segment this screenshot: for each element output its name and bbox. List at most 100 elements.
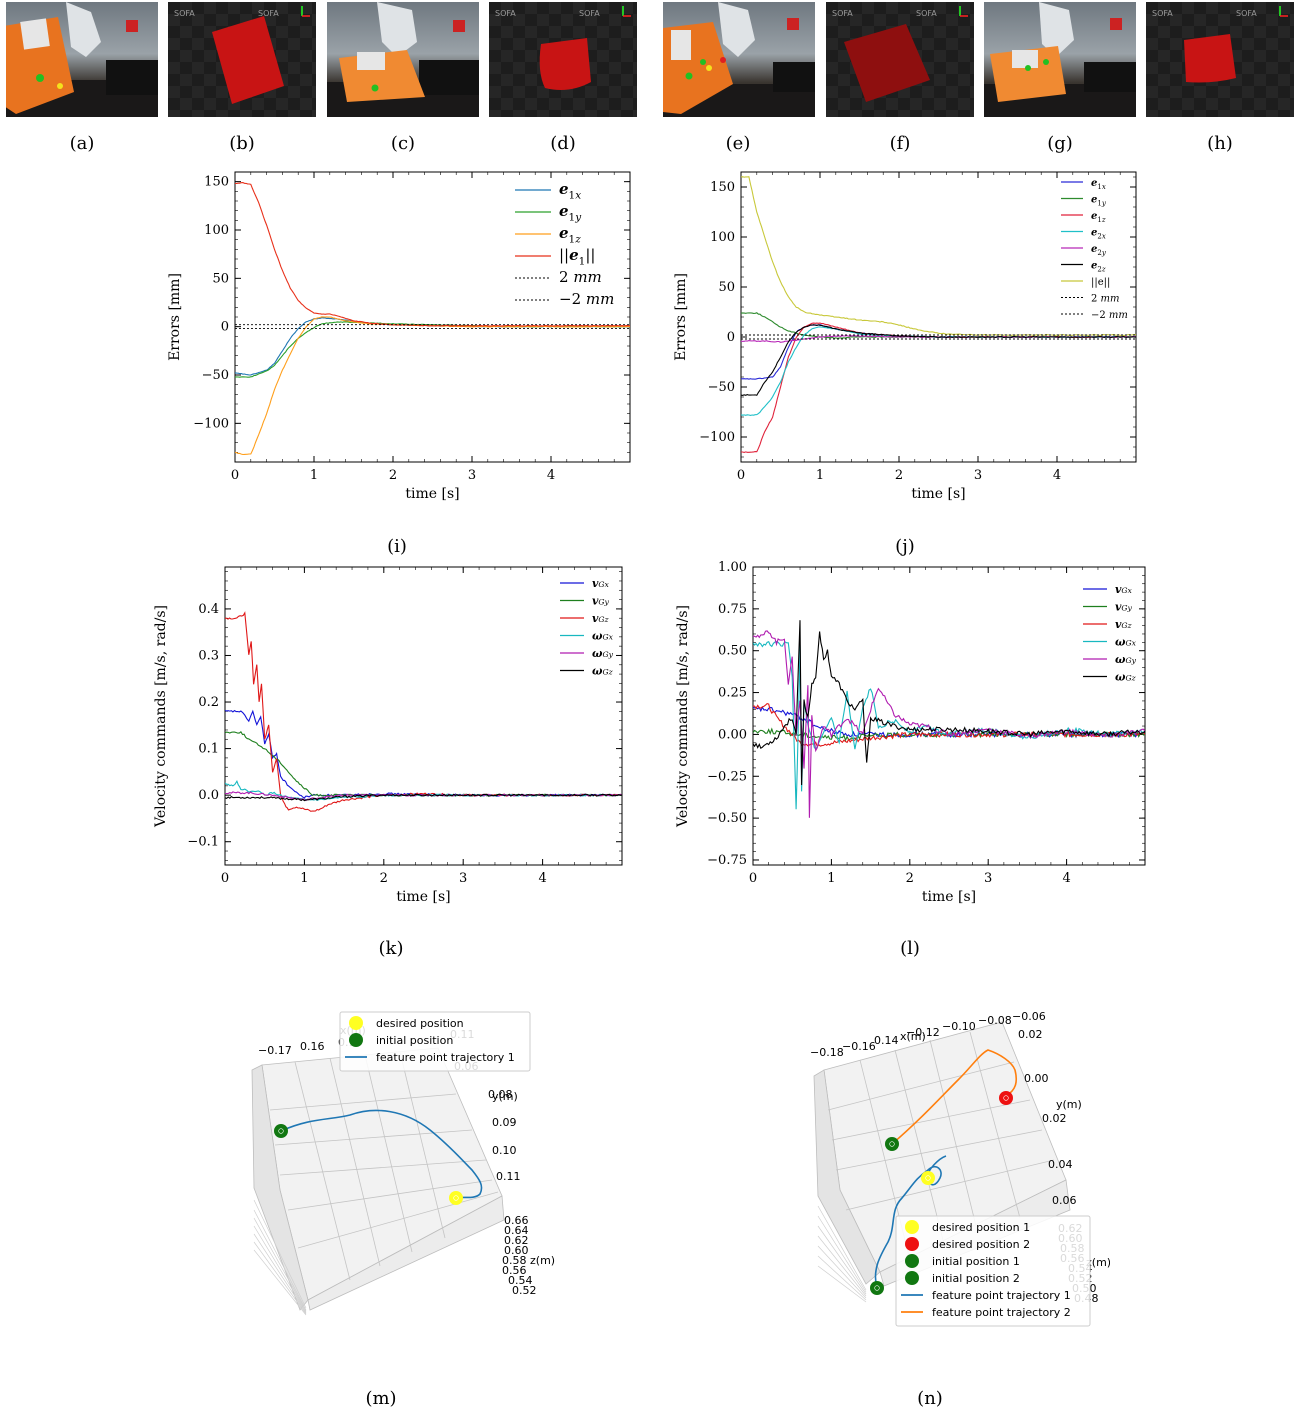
legend-label: desired position 2 (932, 1238, 1030, 1251)
y-tick-label: 0 (727, 330, 735, 345)
x-tick-label: 4 (547, 468, 555, 483)
y-axis-label: y(m) (1056, 1098, 1082, 1111)
z-tick-label: 0.60 (504, 1244, 529, 1257)
legend: vGx vGy vGz ωGx ωGy ωGz (560, 577, 614, 678)
x-tick-label: −0.16 (842, 1040, 876, 1053)
position-marker (885, 1137, 899, 1151)
position-marker (274, 1124, 288, 1138)
error-chart-j: 0 1 2 3 4 −100 −50 0 50 100 150 time [s] Errors [mm]… (673, 171, 1137, 502)
x-tick-label: 0 (737, 468, 745, 483)
series-line-norm_e (741, 176, 1136, 336)
y-tick-label: 100 (204, 223, 229, 238)
legend-label: initial position 2 (932, 1272, 1020, 1285)
x-tick-label: 4 (1062, 871, 1070, 886)
series-group (225, 611, 622, 812)
position-marker-center (1003, 1095, 1009, 1101)
series-group (741, 176, 1136, 453)
photo-sim-h: SOFA SOFA (1146, 2, 1294, 117)
svg-text:SOFA: SOFA (916, 9, 937, 18)
grid-line (253, 1225, 307, 1313)
z-tick-label: 0.52 (512, 1284, 537, 1297)
sim-cloth-scene: SOFA SOFA (832, 6, 968, 102)
legend-label: ωGy (1115, 653, 1137, 666)
grid-line (894, 1049, 946, 1249)
legend-label: ωGz (1115, 671, 1137, 684)
grid-line (399, 1051, 446, 1239)
x-tick-label: 1 (310, 468, 318, 483)
photo-sim-b: SOFA SOFA (168, 2, 316, 117)
y-tick-label: 0.1 (198, 742, 219, 757)
x-axis-label: time [s] (922, 889, 976, 905)
position-marker (870, 1281, 884, 1295)
axes3d: x(m)y(m)z(m)−0.170.160.150.110.060.080.0… (251, 1024, 555, 1316)
position-marker-center (925, 1175, 931, 1181)
legend-box (895, 1215, 1091, 1327)
legend-marker (349, 1033, 363, 1047)
pane-front (307, 1195, 505, 1311)
position-marker-center (278, 1128, 284, 1134)
x-tick-label: 4 (1053, 468, 1061, 483)
legend-label: ωGy (592, 647, 614, 660)
photo-real-e (663, 2, 815, 117)
x-tick-label: −0.10 (942, 1020, 976, 1033)
legend-label: vGx (592, 577, 610, 590)
grid-line (269, 1093, 457, 1111)
robot-cloth-scene (6, 2, 158, 117)
legend-label: vGz (1115, 618, 1133, 631)
grid-line (817, 1235, 867, 1297)
y-tick-label: 0.00 (718, 727, 747, 742)
svg-text:SOFA: SOFA (1236, 9, 1257, 18)
grid-line (253, 1209, 307, 1311)
y-tick-label: −50 (708, 380, 735, 395)
legend-marker (905, 1271, 919, 1285)
legend-label: vGx (1115, 583, 1133, 596)
y-tick-label: 0 (221, 320, 229, 335)
legend-label: initial position 1 (932, 1255, 1020, 1268)
series-line-e1z (235, 316, 630, 456)
legend-marker (905, 1220, 919, 1234)
legend-box (339, 1011, 531, 1072)
grid-line (253, 1241, 307, 1315)
caption-l: (l) (900, 938, 920, 959)
y-tick-label: 0.11 (496, 1170, 521, 1183)
y-axis-label: Velocity commands [m/s, rad/s] (153, 605, 169, 828)
x-axis-label: time [s] (396, 889, 450, 905)
x-axis-label: time [s] (405, 486, 459, 502)
y-tick-label: 0.4 (198, 602, 219, 617)
y-tick-label: −0.25 (707, 769, 747, 784)
legend-marker (349, 1016, 363, 1030)
legend-label: vGz (592, 612, 610, 625)
legend-marker (905, 1237, 919, 1251)
grid-line (817, 1245, 867, 1299)
position-marker-center (874, 1285, 880, 1291)
caption-f: (f) (889, 133, 911, 154)
sim-cloth-scene: SOFA SOFA (1152, 6, 1288, 83)
y-axis-label: Errors [mm] (673, 273, 689, 361)
x-tick-label: 3 (468, 468, 476, 483)
y-tick-label: 0.10 (492, 1144, 517, 1157)
grid-line (817, 1265, 867, 1303)
svg-text:SOFA: SOFA (832, 9, 853, 18)
trajectory-line-1 (280, 1109, 483, 1199)
position-marker (449, 1191, 463, 1205)
x-tick-label: 2 (389, 468, 397, 483)
legend-label: desired position 1 (932, 1221, 1030, 1234)
y-tick-label: 0.2 (198, 695, 219, 710)
y-axis-label: Velocity commands [m/s, rad/s] (675, 605, 691, 828)
legend-label: ωGx (592, 630, 614, 643)
z-axis-label: z(m) (530, 1254, 555, 1267)
series-line-vGz (225, 611, 622, 812)
y-tick-label: 0.0 (198, 788, 219, 803)
legend-label: e1y (559, 202, 582, 224)
legend-label: e1z (1091, 211, 1106, 224)
x-tick-label: 1 (300, 871, 308, 886)
grid-line (287, 1179, 493, 1211)
grid-line (969, 1031, 1021, 1219)
photo-sim-f: SOFA SOFA (826, 2, 974, 117)
y-tick-label: −0.75 (707, 853, 747, 868)
caption-c: (c) (390, 133, 416, 154)
series-line-norm_e1 (235, 182, 630, 327)
y-tick-label: 0.09 (492, 1116, 517, 1129)
3d-trajectory-plot-m: x(m)y(m)z(m)−0.170.160.150.110.060.080.0… (251, 1011, 555, 1316)
